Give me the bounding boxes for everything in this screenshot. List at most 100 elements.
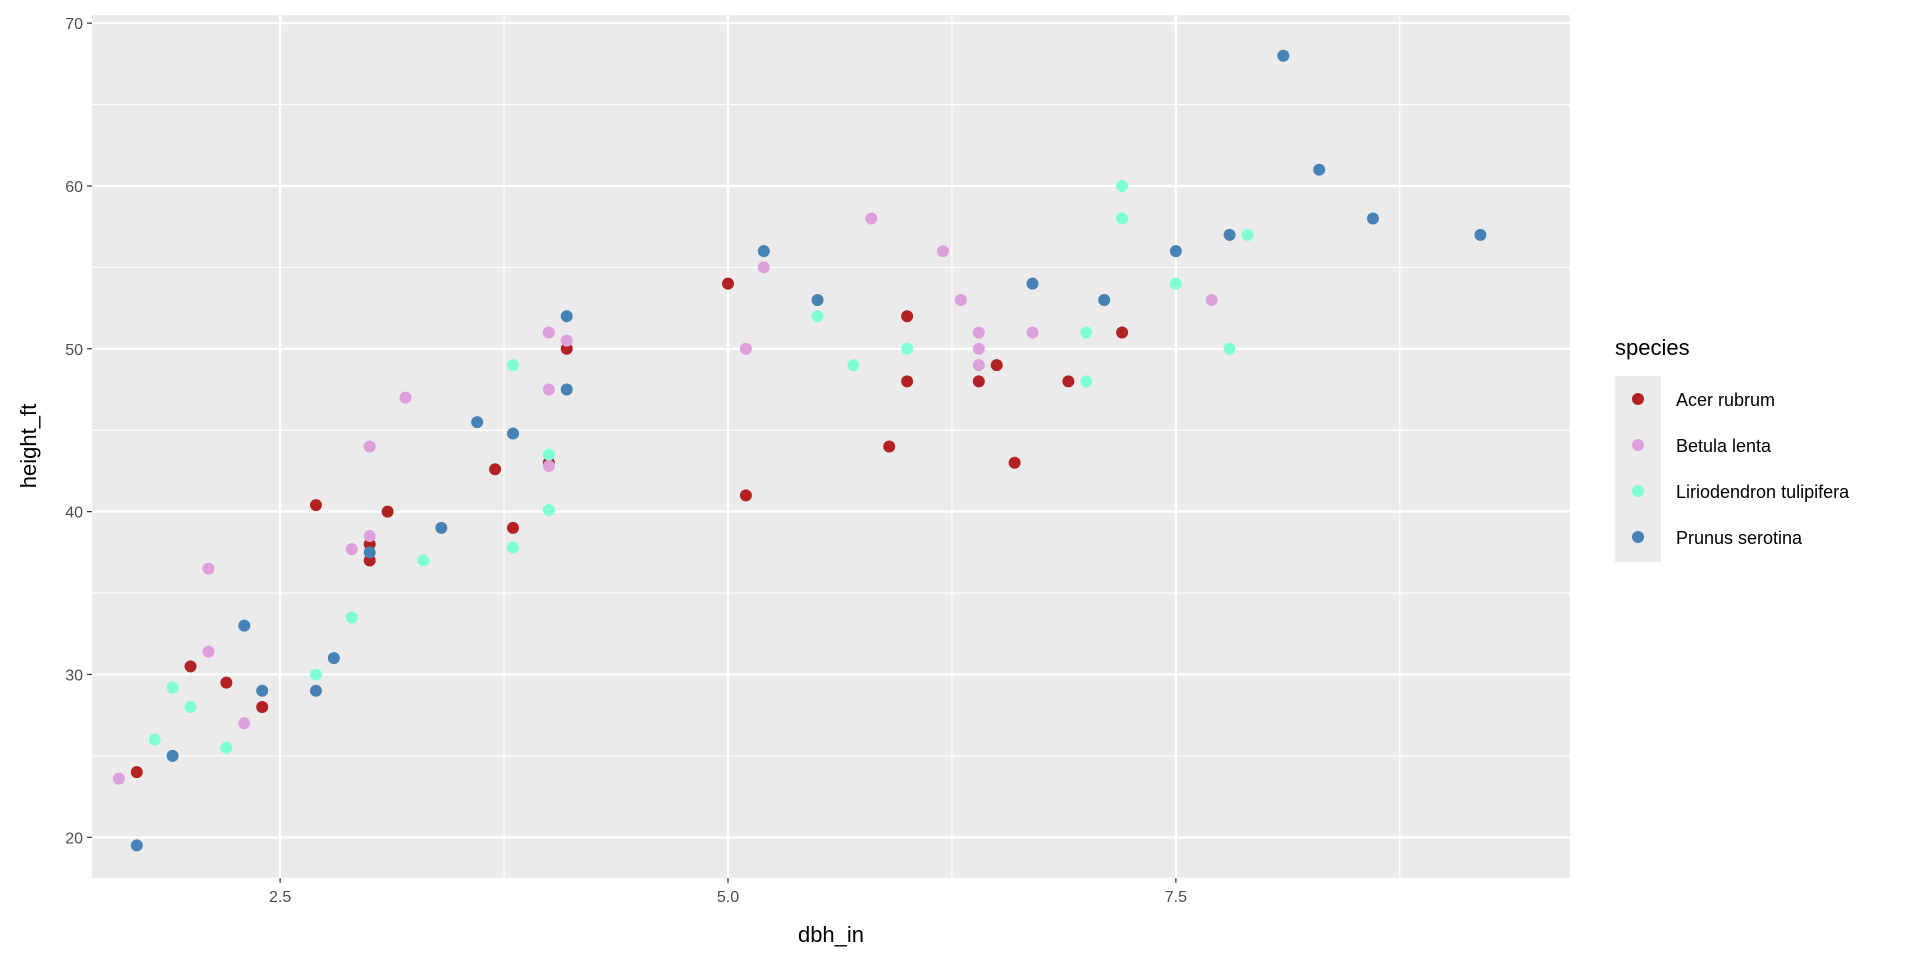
legend-key [1632,531,1644,543]
data-point [148,733,161,746]
data-point [1080,375,1093,388]
data-point [309,499,322,512]
data-point [811,293,824,306]
legend-label: Betula lenta [1676,436,1772,456]
data-point [1169,277,1182,290]
data-point [345,611,358,624]
data-point [1116,179,1129,192]
legend-label: Acer rubrum [1676,390,1775,410]
data-point [507,427,520,440]
data-point [542,326,555,339]
data-point [972,326,985,339]
y-axis-ticks: 20 30 40 50 60 70 [65,16,92,847]
data-point [990,359,1003,372]
data-point [542,383,555,396]
data-point [560,310,573,323]
y-tick-label: 50 [65,342,83,359]
data-point [883,440,896,453]
x-axis-ticks: 2.5 5.0 7.5 [269,878,1187,906]
data-point [739,342,752,355]
data-point [507,521,520,534]
data-point [757,261,770,274]
data-point [435,521,448,534]
data-point [238,717,251,730]
data-point [542,504,555,517]
data-point [811,310,824,323]
data-point [972,375,985,388]
data-point [309,668,322,681]
data-point [166,749,179,762]
data-point [936,245,949,258]
data-point [901,310,914,323]
data-point [256,684,269,697]
x-tick-label: 5.0 [717,889,739,906]
data-point [1062,375,1075,388]
data-point [972,342,985,355]
data-point [381,505,394,518]
y-tick-label: 20 [65,830,83,847]
x-tick-label: 7.5 [1165,889,1187,906]
legend: species Acer rubrum Betula lenta Liriodend… [1615,335,1850,562]
data-point [542,460,555,473]
data-point [1008,456,1021,469]
y-tick-label: 40 [65,505,83,522]
data-point [757,245,770,258]
data-point [560,383,573,396]
y-tick-label: 30 [65,667,83,684]
data-point [1205,293,1218,306]
legend-key [1632,439,1644,451]
legend-key [1632,485,1644,497]
data-point [1223,228,1236,241]
y-tick-label: 60 [65,179,83,196]
y-axis-title: height_ft [16,404,41,488]
data-point [901,375,914,388]
data-point [972,359,985,372]
data-point [1116,326,1129,339]
data-point [721,277,734,290]
x-axis-title: dbh_in [798,922,864,947]
data-point [130,839,143,852]
data-point [220,741,233,754]
data-point [1277,49,1290,62]
data-point [471,416,484,429]
legend-label: Liriodendron tulipifera [1676,482,1850,502]
major-gridlines [92,15,1570,878]
data-point [166,681,179,694]
data-point [184,660,197,673]
data-point [112,772,125,785]
data-point [399,391,412,404]
data-point [901,342,914,355]
data-point [1241,228,1254,241]
data-point [1366,212,1379,225]
data-point [363,530,376,543]
data-point [1026,277,1039,290]
data-point [1026,326,1039,339]
data-point [542,448,555,461]
data-point [507,541,520,554]
data-point [1080,326,1093,339]
legend-key [1632,393,1644,405]
minor-gridlines [92,15,1570,878]
data-point [1474,228,1487,241]
data-point [184,701,197,714]
data-point [739,489,752,502]
data-point [507,359,520,372]
data-point [865,212,878,225]
data-point [309,684,322,697]
data-point [560,334,573,347]
data-point [238,619,251,632]
plot-panel [92,15,1570,878]
data-point [417,554,430,567]
data-point [256,701,269,714]
data-point [847,359,860,372]
x-tick-label: 2.5 [269,889,291,906]
legend-label: Prunus serotina [1676,528,1803,548]
data-point [954,293,967,306]
data-point [363,440,376,453]
data-point [202,562,215,575]
data-points [112,49,1487,852]
data-point [489,463,502,476]
data-point [363,546,376,559]
legend-title: species [1615,335,1690,360]
